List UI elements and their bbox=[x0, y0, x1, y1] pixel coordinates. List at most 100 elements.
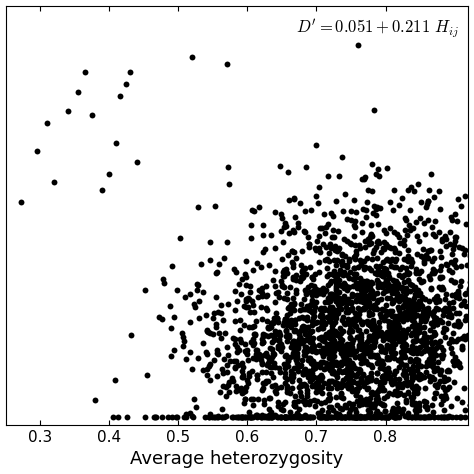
Point bbox=[403, 342, 410, 349]
Point bbox=[354, 264, 362, 271]
Point bbox=[374, 298, 381, 306]
Point bbox=[272, 330, 280, 337]
Point bbox=[440, 373, 448, 381]
Point bbox=[367, 342, 374, 350]
Point bbox=[401, 294, 408, 302]
Point bbox=[409, 298, 416, 306]
Point bbox=[371, 301, 378, 309]
Point bbox=[424, 201, 431, 208]
Point bbox=[442, 290, 449, 298]
Point bbox=[430, 367, 438, 375]
Point bbox=[432, 351, 439, 358]
Point bbox=[429, 408, 437, 416]
Point bbox=[386, 294, 394, 301]
Point bbox=[283, 311, 291, 319]
Point bbox=[300, 273, 307, 281]
Point bbox=[428, 401, 436, 409]
Point bbox=[252, 356, 259, 363]
Point bbox=[285, 413, 292, 421]
Point bbox=[394, 312, 401, 319]
Point bbox=[364, 412, 371, 419]
Point bbox=[438, 263, 445, 270]
Point bbox=[298, 273, 305, 281]
Point bbox=[293, 409, 301, 416]
Point bbox=[326, 306, 334, 313]
Point bbox=[374, 283, 382, 291]
Point bbox=[466, 278, 474, 286]
Point bbox=[366, 321, 374, 328]
Point bbox=[401, 288, 409, 295]
Point bbox=[356, 256, 364, 264]
Point bbox=[308, 347, 316, 355]
Point bbox=[369, 404, 377, 411]
Point bbox=[290, 349, 297, 356]
Point bbox=[249, 301, 256, 309]
Point bbox=[450, 298, 457, 305]
Point bbox=[306, 306, 313, 314]
Point bbox=[415, 375, 422, 383]
Point bbox=[268, 338, 275, 346]
Point bbox=[344, 271, 351, 279]
Point bbox=[325, 294, 332, 301]
Point bbox=[428, 224, 436, 231]
Point bbox=[319, 389, 326, 396]
Point bbox=[393, 391, 401, 399]
Point bbox=[401, 340, 409, 347]
Point bbox=[237, 384, 245, 392]
Point bbox=[338, 270, 346, 278]
Point bbox=[269, 319, 276, 326]
Point bbox=[409, 393, 417, 401]
Point bbox=[290, 306, 298, 313]
Point bbox=[381, 279, 388, 287]
Point bbox=[379, 289, 387, 296]
Point bbox=[331, 318, 339, 326]
Point bbox=[369, 294, 376, 302]
Point bbox=[345, 315, 352, 323]
Point bbox=[243, 413, 250, 421]
Point bbox=[282, 413, 289, 421]
Point bbox=[292, 356, 300, 364]
Point bbox=[315, 409, 322, 417]
Point bbox=[288, 378, 296, 385]
Point bbox=[128, 331, 135, 338]
Point bbox=[112, 139, 120, 146]
Point bbox=[301, 306, 309, 313]
Point bbox=[449, 357, 456, 365]
Point bbox=[389, 298, 397, 306]
Point bbox=[266, 356, 273, 363]
Point bbox=[238, 360, 246, 367]
Point bbox=[368, 310, 375, 318]
Point bbox=[412, 332, 420, 340]
Point bbox=[306, 413, 313, 421]
Point bbox=[263, 307, 271, 314]
Point bbox=[378, 374, 385, 381]
Point bbox=[345, 377, 352, 385]
Point bbox=[291, 194, 298, 201]
Point bbox=[239, 372, 247, 379]
Point bbox=[370, 412, 378, 420]
Point bbox=[310, 299, 318, 307]
Point bbox=[380, 401, 388, 409]
Point bbox=[439, 235, 447, 242]
Point bbox=[366, 281, 374, 289]
Point bbox=[413, 311, 421, 319]
Point bbox=[338, 262, 346, 269]
Point bbox=[264, 332, 271, 340]
Point bbox=[365, 301, 372, 309]
Point bbox=[204, 365, 211, 373]
Point bbox=[207, 376, 214, 383]
Point bbox=[337, 361, 345, 369]
Point bbox=[201, 413, 209, 421]
Point bbox=[291, 413, 298, 421]
Point bbox=[335, 294, 342, 302]
Point bbox=[320, 347, 328, 355]
Point bbox=[382, 413, 390, 421]
Point bbox=[222, 412, 229, 420]
Point bbox=[322, 330, 330, 337]
Point bbox=[123, 80, 130, 88]
Point bbox=[243, 258, 250, 265]
Point bbox=[310, 307, 317, 315]
Point bbox=[350, 253, 358, 260]
Point bbox=[363, 343, 370, 350]
Point bbox=[420, 313, 428, 321]
